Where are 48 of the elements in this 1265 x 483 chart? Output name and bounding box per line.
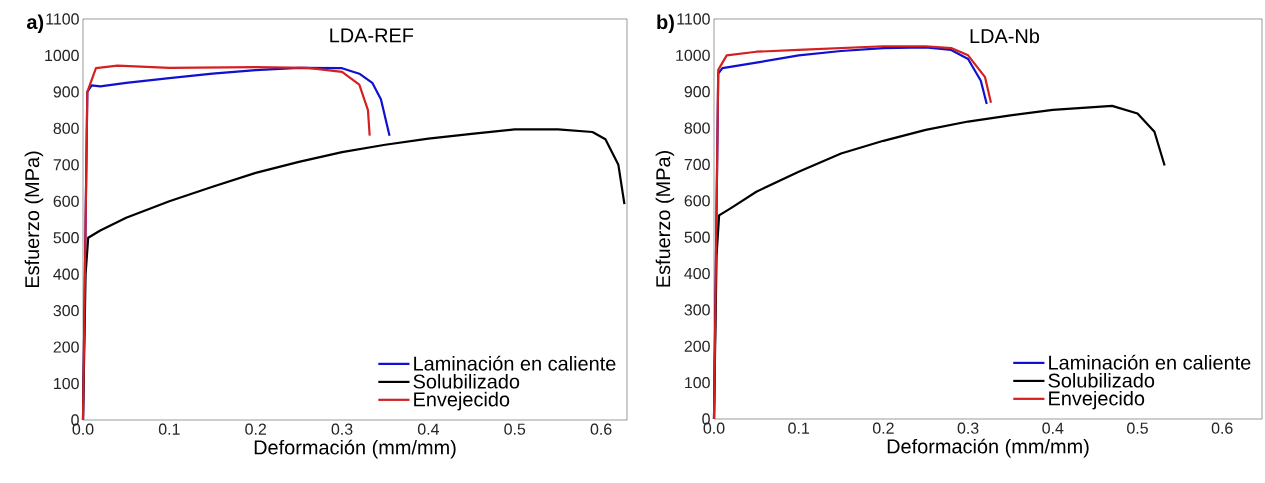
y-tick-label: 300 bbox=[53, 305, 79, 317]
y-tick-label: 500 bbox=[684, 231, 710, 243]
legend-label: Envejecido bbox=[1049, 390, 1145, 410]
y-tick-label: 500 bbox=[53, 232, 79, 244]
y-tick-label: 700 bbox=[53, 159, 79, 171]
x-tick-label: 0.2 bbox=[245, 423, 266, 435]
x-tick-label: 0.1 bbox=[158, 423, 180, 435]
y-tick-label: 800 bbox=[53, 122, 79, 134]
y-tick-label: 200 bbox=[53, 341, 79, 353]
y-tick-label: 300 bbox=[684, 304, 710, 316]
y-tick-label: 100 bbox=[54, 377, 79, 390]
x-axis-title: Deformación (mm/mm) bbox=[887, 438, 1089, 458]
y-tick-label: 1100 bbox=[677, 13, 710, 25]
y-tick-label: 900 bbox=[684, 86, 710, 98]
x-tick-label: 0.5 bbox=[504, 423, 526, 435]
y-tick-label: 900 bbox=[53, 86, 79, 98]
y-tick-label: 1000 bbox=[45, 49, 79, 62]
x-tick-label: 0.3 bbox=[957, 422, 979, 434]
legend-label: Laminación en caliente bbox=[414, 355, 616, 371]
x-tick-label: 0.4 bbox=[1042, 422, 1064, 434]
legend-label: Envejecido bbox=[414, 391, 510, 411]
x-tick-label: 0.6 bbox=[1211, 422, 1233, 434]
y-axis-title: Esfuerzo (MPa) bbox=[24, 151, 44, 288]
x-tick-label: 0.6 bbox=[590, 423, 612, 435]
y-tick-label: 600 bbox=[684, 195, 710, 207]
y-tick-label: 200 bbox=[684, 340, 710, 352]
y-tick-label: 400 bbox=[53, 268, 79, 280]
legend-label: Solubilizado bbox=[413, 373, 520, 389]
x-tick-label: 0.5 bbox=[1127, 422, 1148, 434]
x-tick-label: 0.2 bbox=[872, 422, 894, 434]
y-tick-label: 1000 bbox=[676, 49, 710, 61]
legend-label: Solubilizado bbox=[1048, 372, 1155, 388]
text: b) bbox=[657, 14, 674, 34]
chart-title: LDA-Nb bbox=[970, 28, 1040, 44]
chart-title: LDA-REF bbox=[330, 28, 414, 43]
y-tick-label: 400 bbox=[684, 267, 710, 280]
y-tick-label: 700 bbox=[684, 158, 710, 171]
x-tick-label: 0.1 bbox=[788, 422, 809, 434]
text: a) bbox=[26, 14, 44, 34]
x-tick-label: 0.4 bbox=[417, 423, 440, 435]
x-axis-title: Deformación (mm/mm) bbox=[254, 439, 456, 459]
y-tick-label: 800 bbox=[684, 122, 710, 134]
y-tick-label: 1100 bbox=[46, 13, 79, 25]
y-tick-label: 100 bbox=[685, 377, 710, 389]
legend-label: Laminación en caliente bbox=[1049, 354, 1251, 370]
x-tick-label: 0.3 bbox=[331, 423, 353, 435]
y-tick-label: 600 bbox=[53, 195, 79, 207]
y-axis-title: Esfuerzo (MPa) bbox=[655, 151, 675, 287]
